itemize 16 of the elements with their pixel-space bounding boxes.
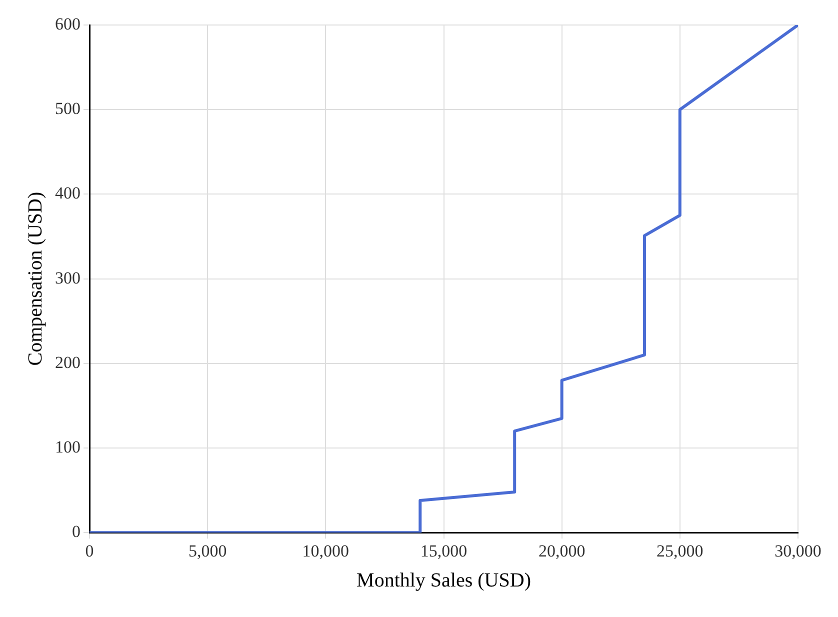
y-tick-label: 0 [72, 522, 80, 542]
x-tick-label: 0 [85, 541, 94, 560]
x-tick-label: 10,000 [302, 541, 350, 560]
x-tick-label: 20,000 [538, 541, 586, 560]
x-tick-label: 15,000 [420, 541, 468, 560]
x-axis-title: Monthly Sales (USD) [356, 569, 531, 592]
y-tick-label: 100 [55, 437, 80, 456]
y-tick-label: 400 [55, 184, 80, 203]
y-tick-label: 500 [55, 99, 80, 118]
y-tick-label: 600 [55, 14, 80, 34]
y-tick-label: 300 [55, 268, 80, 288]
y-tick-label: 200 [55, 352, 80, 372]
x-tick-label: 5,000 [188, 541, 227, 560]
x-tick-label: 25,000 [656, 541, 704, 560]
x-tick-label: 30,000 [774, 541, 822, 560]
y-axis-title: Compensation (USD) [24, 192, 46, 366]
